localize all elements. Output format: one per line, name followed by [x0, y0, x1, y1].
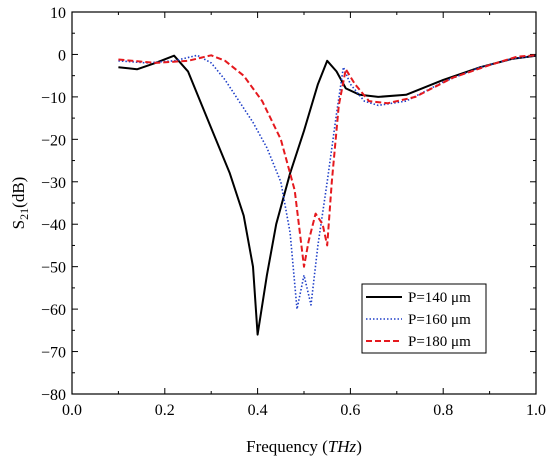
legend: P=140 μm P=160 μm P=180 μm	[361, 283, 487, 354]
x-axis-unit: THz	[328, 437, 357, 456]
y-tick-label: −50	[41, 260, 66, 277]
x-tick-label: 0.8	[433, 402, 453, 419]
x-tick-label: 0.6	[340, 402, 360, 419]
y-tick-label: −10	[41, 90, 66, 107]
legend-box	[361, 283, 487, 354]
series-lines	[118, 54, 537, 336]
series-line-1	[118, 54, 537, 336]
legend-label-1: P=140 μm	[408, 290, 471, 306]
y-tick-label: −40	[41, 217, 66, 234]
y-axis-label: S	[9, 220, 28, 229]
legend-items: P=140 μm P=160 μm P=180 μm	[366, 290, 471, 350]
legend-label-2: P=160 μm	[408, 312, 471, 328]
x-tick-label: 0.0	[62, 402, 82, 419]
y-axis-title: S21(dB)	[9, 177, 31, 230]
y-tick-label: 0	[58, 47, 66, 64]
y-tick-label: −60	[41, 302, 66, 319]
x-tick-label: 0.4	[248, 402, 268, 419]
y-tick-label: −80	[41, 387, 66, 404]
y-axis-ticks: 10 0 −10 −20 −30 −40 −50 −60 −70 −80	[41, 5, 536, 404]
y-tick-label: 10	[50, 5, 66, 22]
x-axis-title: Frequency (THz)	[246, 437, 362, 456]
x-tick-label: 1.0	[526, 402, 546, 419]
series-line-3	[118, 54, 537, 268]
y-tick-label: −70	[41, 345, 66, 362]
y-axis-subscript: 21	[17, 208, 31, 220]
x-tick-label: 0.2	[155, 402, 175, 419]
x-axis-ticks: 0.0 0.2 0.4 0.6 0.8 1.0	[62, 12, 546, 419]
series-line-2	[118, 54, 537, 310]
y-tick-label: −30	[41, 175, 66, 192]
y-tick-label: −20	[41, 132, 66, 149]
plot-area: 0.0 0.2 0.4 0.6 0.8 1.0 10 0 −10 −20 −30 −40 −50 −60…	[41, 5, 546, 419]
legend-label-3: P=180 μm	[408, 334, 471, 350]
y-axis-unit: (dB)	[9, 177, 28, 208]
x-axis-label: Frequency	[246, 437, 318, 456]
